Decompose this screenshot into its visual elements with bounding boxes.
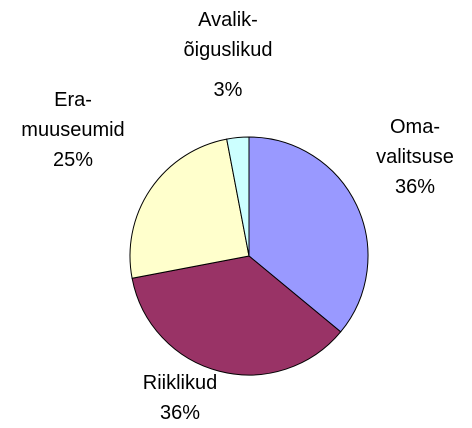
pie-slice [129, 138, 250, 279]
value-label: 3% [213, 79, 243, 101]
slice-label: Oma- valitsuse [376, 116, 454, 168]
pie-slice [226, 136, 250, 257]
pie-slice [248, 136, 369, 333]
slice-label: Riiklikud [142, 372, 218, 394]
value-label: 36% [159, 402, 201, 424]
value-label: 36% [394, 176, 436, 198]
pie-slice [131, 255, 342, 376]
slice-label: Era- muuseumid [21, 89, 125, 141]
value-label: 25% [52, 149, 94, 171]
slice-label: Avalik- õiguslikud [183, 9, 273, 61]
